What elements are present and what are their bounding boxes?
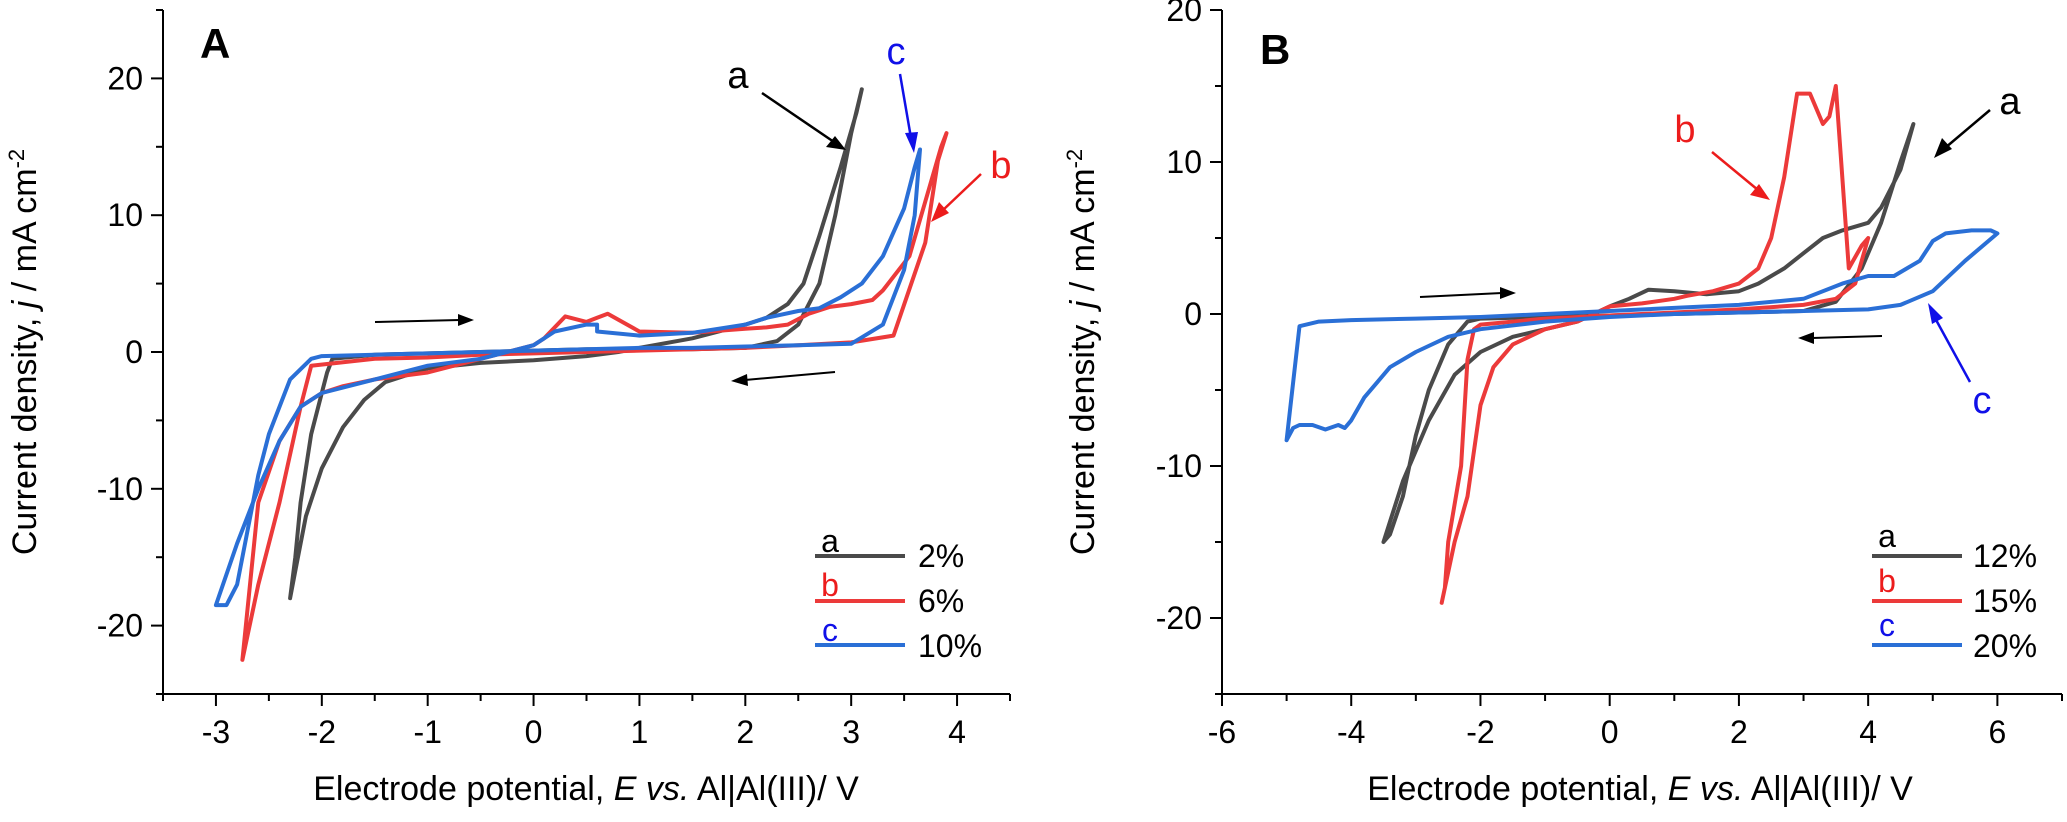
x-axis-title: Electrode potential, E vs. Al|Al(III)/ V <box>1367 770 1913 808</box>
x-tick-group: -6 -4 -2 0 2 4 6 <box>1208 694 2063 750</box>
forward-sweep-arrowhead <box>1500 287 1516 299</box>
reverse-sweep-arrowhead <box>1798 332 1814 344</box>
legend-key-a: a <box>1878 518 1896 554</box>
x-tick-label: -4 <box>1337 714 1365 750</box>
reverse-sweep-arrowhead <box>731 374 748 386</box>
y-tick-group: -20 -10 0 10 20 <box>97 9 163 695</box>
y-axis-title-superscript: -2 <box>4 149 29 169</box>
y-tick-label: 10 <box>1166 144 1202 180</box>
y-tick-label: 20 <box>1166 0 1202 28</box>
curve-c <box>1284 228 2000 443</box>
curve-a-arrowhead <box>826 136 846 150</box>
x-axis-title-prefix: Electrode potential, <box>1367 770 1668 808</box>
y-axis-title: Current density, j / mA cm-2 <box>4 149 44 555</box>
legend-key-a: a <box>821 523 839 559</box>
y-axis-title-variable: j <box>1064 299 1102 312</box>
forward-sweep-arrow <box>1419 292 1503 298</box>
curve-b-pointer <box>1711 151 1759 191</box>
reverse-sweep-arrow <box>744 371 836 381</box>
x-axis-title-suffix: Al|Al(III)/ V <box>689 770 859 808</box>
curve-label-b: b <box>1674 109 1695 151</box>
curve-group <box>213 87 949 662</box>
legend-key-b: b <box>1878 563 1896 599</box>
curve-b-pointer <box>941 173 982 212</box>
x-tick-group: -3 -2 -1 0 1 2 3 4 <box>162 694 1011 750</box>
curve-a-pointer <box>1944 109 1991 149</box>
y-axis-title-suffix: / mA cm <box>1064 168 1102 300</box>
x-tick-label: 2 <box>736 714 754 750</box>
curve-c-arrowhead <box>905 132 918 153</box>
curve-a-arrowhead <box>1934 138 1952 158</box>
legend-label-c: 10% <box>918 628 982 664</box>
y-axis-title-superscript: -2 <box>1062 149 1087 169</box>
curve-label-a: a <box>727 55 749 97</box>
x-tick-label: -3 <box>202 714 230 750</box>
legend: a 12% b 15% c 20% <box>1872 518 2037 664</box>
y-tick-label: -10 <box>1156 448 1202 484</box>
legend-key-b: b <box>821 567 839 603</box>
x-axis-title: Electrode potential, E vs. Al|Al(III)/ V <box>313 770 859 808</box>
x-tick-label: -1 <box>413 714 441 750</box>
x-axis-title-variable: E vs. <box>614 770 690 808</box>
y-axis-title-suffix: / mA cm <box>6 168 44 300</box>
panel-label: B <box>1260 26 1290 73</box>
x-tick-label: 4 <box>948 714 966 750</box>
legend-label-a: 2% <box>918 538 964 574</box>
curve-c-arrowhead <box>1928 303 1943 324</box>
y-tick-label: -20 <box>97 608 143 644</box>
panel-label: A <box>200 20 230 67</box>
curve-c-pointer <box>1933 317 1972 383</box>
curve-b <box>240 131 949 662</box>
x-tick-label: 6 <box>1988 714 2006 750</box>
x-tick-label: 0 <box>1601 714 1619 750</box>
y-axis-title-prefix: Current density, <box>6 308 44 555</box>
forward-sweep-arrow <box>374 319 461 323</box>
reverse-sweep-arrow <box>1811 335 1883 339</box>
x-tick-label: -2 <box>308 714 336 750</box>
legend-label-c: 20% <box>1973 628 2037 664</box>
x-tick-label: 4 <box>1859 714 1877 750</box>
curve-label-b: b <box>990 145 1011 187</box>
curve-c-pointer <box>898 73 913 139</box>
legend-label-b: 6% <box>918 583 964 619</box>
y-tick-label: 0 <box>1184 296 1202 332</box>
curve-group <box>1284 84 2000 605</box>
x-tick-label: -6 <box>1208 714 1236 750</box>
curve-label-c: c <box>887 31 906 73</box>
curve-label-c: c <box>1973 380 1992 422</box>
forward-sweep-arrowhead <box>458 314 474 326</box>
legend-key-c: c <box>1879 607 1895 643</box>
curve-b-arrowhead <box>931 202 949 222</box>
legend-label-a: 12% <box>1973 538 2037 574</box>
curve-c <box>213 147 922 608</box>
curve-a-pointer <box>761 91 835 144</box>
y-axis-title-variable: j <box>6 299 44 312</box>
x-tick-label: 3 <box>842 714 860 750</box>
y-axis-title-prefix: Current density, <box>1064 308 1102 555</box>
curve-label-a: a <box>1999 81 2021 123</box>
legend-label-b: 15% <box>1973 583 2037 619</box>
curve-b-arrowhead <box>1750 184 1770 200</box>
x-tick-label: 1 <box>631 714 649 750</box>
x-tick-label: -2 <box>1466 714 1494 750</box>
y-tick-label: -10 <box>97 471 143 507</box>
y-tick-group: -20 -10 0 10 20 <box>1156 0 1222 695</box>
x-axis-title-variable: E vs. <box>1668 770 1744 808</box>
y-tick-label: 10 <box>107 197 143 233</box>
x-axis-title-suffix: Al|Al(III)/ V <box>1743 770 1913 808</box>
y-axis-title: Current density, j / mA cm-2 <box>1062 149 1102 555</box>
y-tick-label: 20 <box>107 60 143 96</box>
x-tick-label: 2 <box>1730 714 1748 750</box>
curve-b <box>1439 84 1871 605</box>
y-tick-label: -20 <box>1156 600 1202 636</box>
x-axis-title-prefix: Electrode potential, <box>313 770 614 808</box>
legend: a 2% b 6% c 10% <box>815 523 982 664</box>
legend-key-c: c <box>822 612 838 648</box>
y-tick-label: 0 <box>125 334 143 370</box>
x-tick-label: 0 <box>525 714 543 750</box>
